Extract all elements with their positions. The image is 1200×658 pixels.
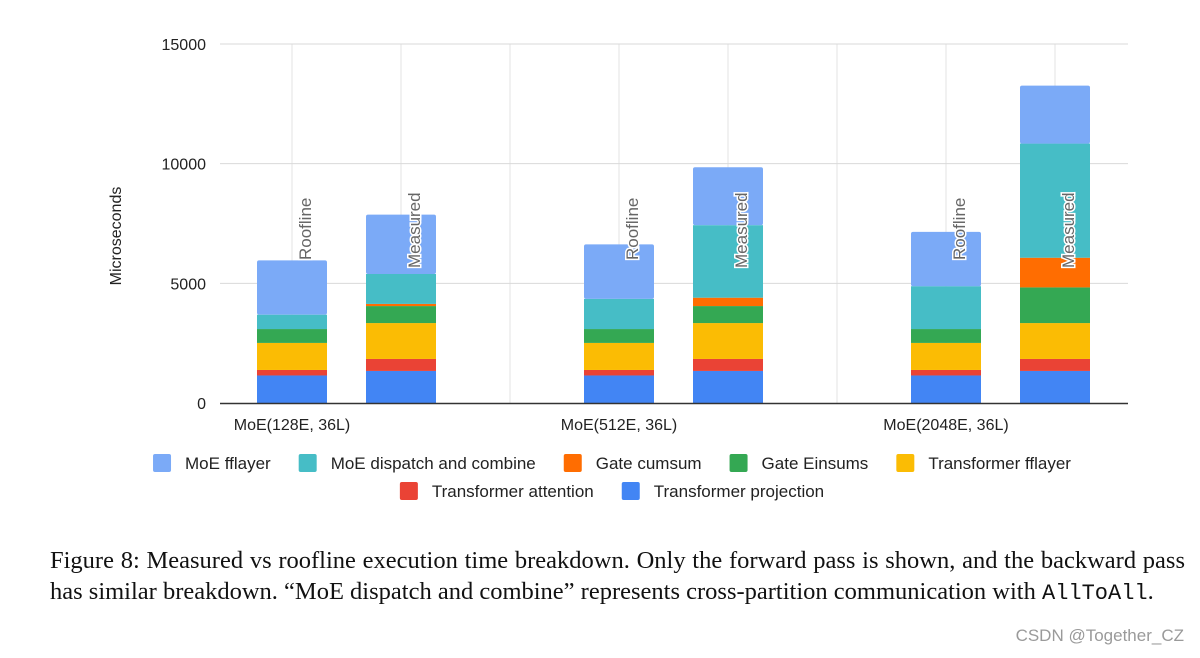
bar-segment [693,297,763,307]
bar-segment [366,358,436,371]
bar-segment [911,369,981,376]
bar-segment [257,342,327,370]
bar-segment [1020,257,1090,288]
y-axis-title: Microseconds [108,187,125,286]
legend-label: MoE fflayer [185,454,271,473]
bar-label: Measured [1059,192,1078,268]
y-tick-label: 0 [197,396,206,413]
caption-code: AllToAll [1042,581,1148,606]
legend-label: Gate cumsum [596,454,702,473]
bar-segment [257,260,327,315]
caption-text: Figure 8: Measured vs roofline execution… [50,547,1185,605]
bar-label: Roofline [296,198,315,260]
stacked-bar-chart: 0 5000 10000 15000 Microseconds Roofline Measu… [108,37,1128,501]
bar-segment [257,329,327,343]
caption-end: . [1147,578,1154,605]
legend-swatch [399,482,418,500]
bar-segment [911,286,981,330]
bar-label: Roofline [950,198,969,260]
bar-segment [366,273,436,304]
y-tick-label: 15000 [162,37,207,54]
bar-segment [257,369,327,376]
legend-label: Transformer attention [432,482,594,501]
bar-segment [366,303,436,307]
bar-segment [584,375,654,403]
legend-label: Transformer projection [654,482,824,501]
bar-segment [366,214,436,274]
bar-label: Measured [732,192,751,268]
bar-label: Roofline [623,198,642,260]
bar-segment [693,225,763,298]
bar-segment [584,298,654,330]
x-tick-label: MoE(128E, 36L) [234,417,351,434]
bar-segment [584,244,654,299]
bar-segment [693,167,763,226]
bar-segment [1020,287,1090,324]
bar-segment [366,323,436,359]
legend-swatch [563,454,582,472]
bar-segment [911,329,981,343]
bar-segment [911,231,981,287]
bar-segment [911,375,981,403]
legend-swatch [729,454,748,472]
bar-segment [584,369,654,376]
bar-segment [693,323,763,359]
x-tick-label: MoE(512E, 36L) [561,417,678,434]
figure-caption: Figure 8: Measured vs roofline execution… [50,545,1185,609]
y-tick-label: 10000 [162,157,207,174]
legend-label: MoE dispatch and combine [331,454,536,473]
legend-swatch [621,482,640,500]
bar-segment [366,370,436,403]
bar-segment [584,342,654,370]
bar-segment [257,314,327,330]
y-tick-label: 5000 [170,276,206,293]
bar-segment [584,329,654,343]
bar-segment [366,306,436,324]
bar-segment [257,375,327,403]
legend-swatch [153,454,172,472]
bar-segment [1020,370,1090,403]
legend-swatch [896,454,915,472]
bar-segment [693,306,763,324]
bar-segment [1020,85,1090,144]
watermark: CSDN @Together_CZ [1015,626,1184,645]
bar-segment [1020,323,1090,359]
bar-segment [911,342,981,370]
bar-segment [693,370,763,403]
bar-segment [693,358,763,371]
legend-label: Transformer fflayer [928,454,1071,473]
legend-label: Gate Einsums [762,454,869,473]
bar-label: Measured [405,192,424,268]
bar-segment [1020,143,1090,258]
legend-swatch [298,454,317,472]
x-tick-label: MoE(2048E, 36L) [883,417,1008,434]
bar-segment [1020,358,1090,371]
